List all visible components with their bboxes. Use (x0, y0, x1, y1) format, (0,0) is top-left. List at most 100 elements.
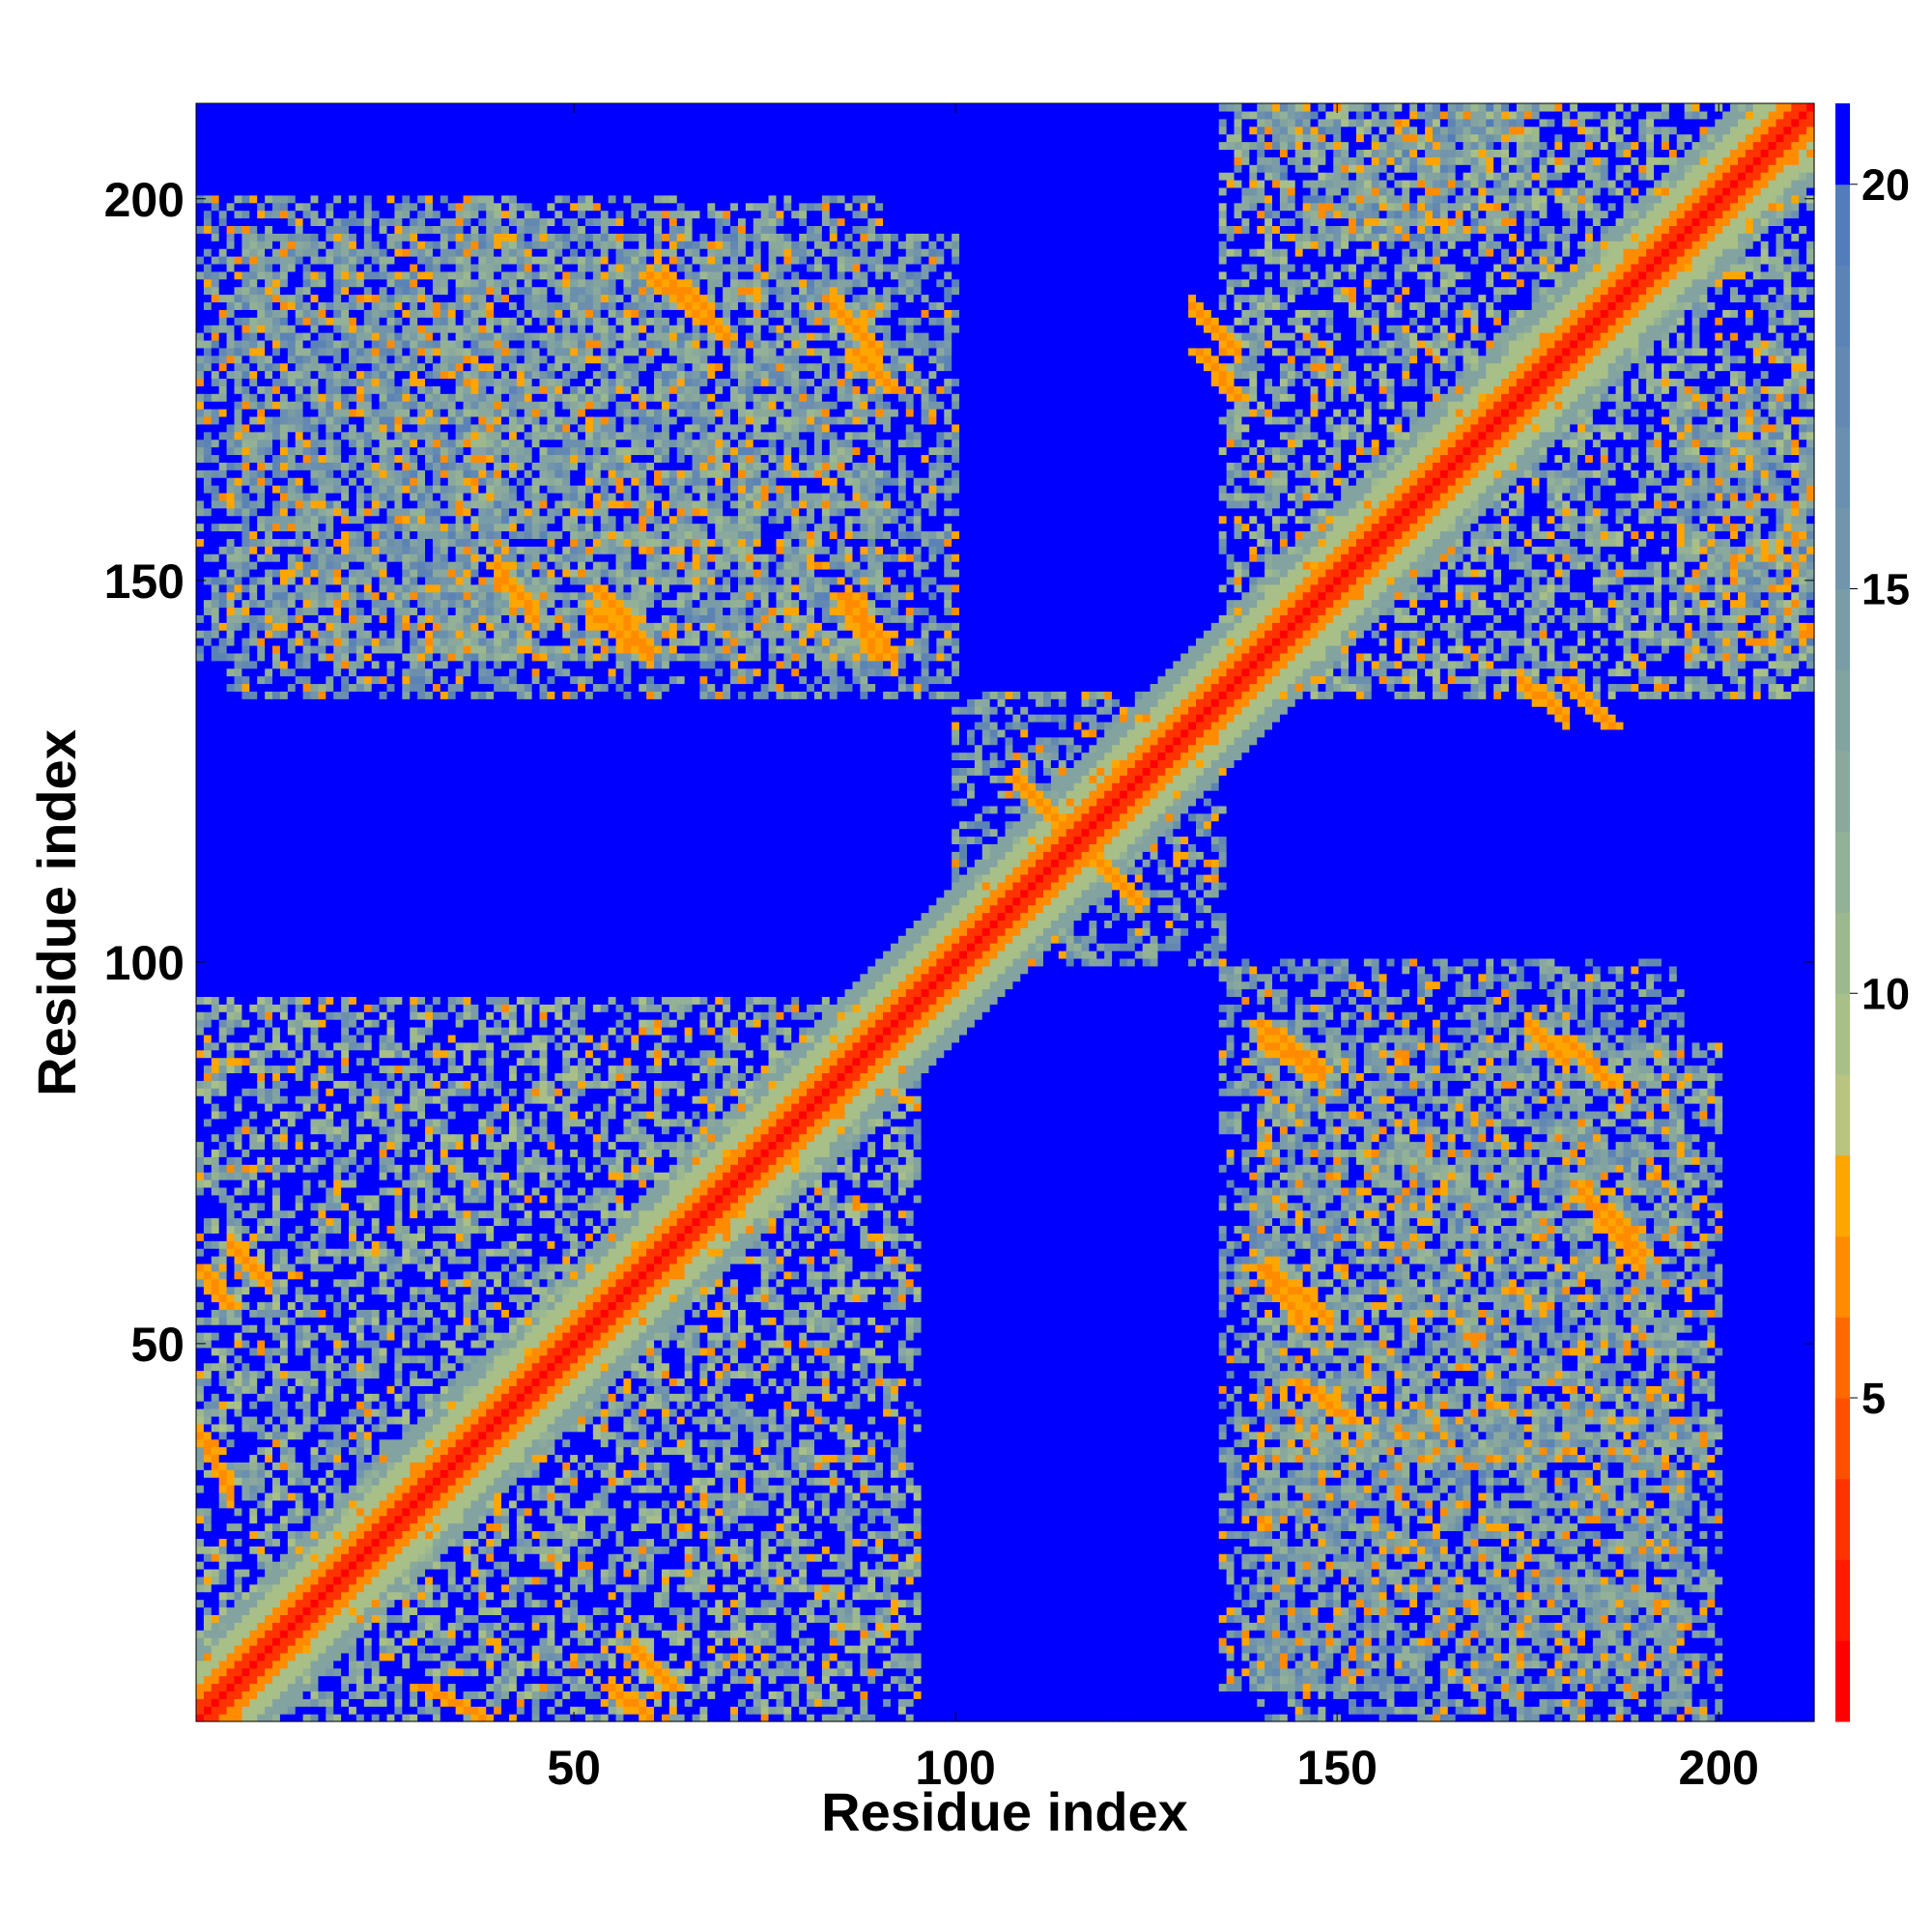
heatmap-cell (242, 1538, 250, 1547)
heatmap-cell (326, 1348, 334, 1356)
heatmap-cell (204, 1126, 213, 1135)
heatmap-cell (257, 798, 266, 807)
heatmap-cell (349, 1645, 357, 1654)
heatmap-cell (265, 1019, 273, 1028)
heatmap-cell (318, 279, 327, 288)
heatmap-cell (356, 1035, 365, 1043)
heatmap-cell (242, 325, 250, 333)
heatmap-cell (227, 951, 236, 959)
heatmap-cell (265, 1340, 273, 1349)
heatmap-cell (265, 1355, 273, 1364)
heatmap-cell (265, 524, 273, 532)
heatmap-cell (333, 829, 342, 838)
heatmap-cell (296, 1508, 304, 1517)
heatmap-cell (212, 1714, 220, 1722)
heatmap-cell (280, 1271, 289, 1280)
heatmap-cell (227, 1416, 236, 1425)
heatmap-cell (219, 500, 228, 509)
heatmap-cell (296, 371, 304, 380)
heatmap-cell (219, 1447, 228, 1456)
heatmap-cell (219, 996, 228, 1005)
heatmap-cell (318, 1195, 327, 1204)
heatmap-cell (303, 1019, 312, 1028)
heatmap-cell (204, 301, 213, 310)
heatmap-cell (318, 782, 327, 791)
heatmap-cell (364, 1264, 373, 1272)
heatmap-cell (296, 393, 304, 402)
heatmap-cell (219, 127, 228, 135)
heatmap-cell (296, 508, 304, 517)
heatmap-cell (257, 1072, 266, 1081)
heatmap-cell (219, 683, 228, 692)
heatmap-cell (349, 1240, 357, 1249)
heatmap-cell (280, 1569, 289, 1577)
heatmap-cell (364, 798, 373, 807)
heatmap-cell (227, 416, 236, 425)
heatmap-cell (272, 1676, 281, 1685)
heatmap-cell (242, 477, 250, 486)
heatmap-cell (333, 546, 342, 554)
heatmap-cell (341, 1401, 350, 1409)
heatmap-cell (326, 203, 334, 212)
heatmap-cell (249, 409, 258, 417)
heatmap-cell (272, 1142, 281, 1151)
heatmap-cell (311, 874, 320, 883)
heatmap-cell (349, 554, 357, 562)
heatmap-cell (356, 1294, 365, 1303)
heatmap-cell (356, 798, 365, 807)
heatmap-cell (265, 668, 273, 677)
heatmap-cell (196, 103, 205, 112)
heatmap-cell (326, 1622, 334, 1631)
heatmap-cell (212, 309, 220, 318)
heatmap-cell (265, 1469, 273, 1478)
heatmap-cell (364, 1530, 373, 1539)
heatmap-cell (242, 440, 250, 448)
heatmap-cell (235, 156, 243, 165)
heatmap-cell (333, 554, 342, 562)
heatmap-cell (280, 119, 289, 128)
heatmap-cell (280, 1149, 289, 1157)
heatmap-cell (318, 905, 327, 914)
heatmap-cell (227, 1119, 236, 1127)
heatmap-cell (356, 271, 365, 280)
heatmap-cell (272, 241, 281, 249)
heatmap-cell (341, 1614, 350, 1623)
heatmap-cell (257, 225, 266, 234)
heatmap-cell (296, 538, 304, 547)
heatmap-cell (242, 1447, 250, 1456)
heatmap-cell (249, 500, 258, 509)
heatmap-cell (341, 401, 350, 410)
heatmap-cell (364, 683, 373, 692)
heatmap-cell (303, 203, 312, 212)
heatmap-cell (242, 1416, 250, 1425)
heatmap-cell (303, 1714, 312, 1722)
heatmap-cell (249, 1439, 258, 1448)
heatmap-cell (288, 1385, 297, 1394)
heatmap-cell (311, 1630, 320, 1638)
heatmap-cell (326, 1492, 334, 1501)
heatmap-cell (326, 920, 334, 928)
heatmap-cell (318, 317, 327, 326)
heatmap-cell (303, 943, 312, 952)
heatmap-cell (235, 714, 243, 723)
heatmap-cell (341, 1233, 350, 1241)
heatmap-cell (318, 1508, 327, 1517)
heatmap-cell (318, 1218, 327, 1227)
heatmap-cell (249, 1287, 258, 1295)
heatmap-cell (227, 1614, 236, 1623)
heatmap-cell (326, 1065, 334, 1074)
heatmap-cell (272, 836, 281, 844)
heatmap-cell (349, 385, 357, 394)
heatmap-cell (235, 1706, 243, 1715)
heatmap-cell (242, 1630, 250, 1638)
heatmap-cell (242, 1553, 250, 1562)
heatmap-cell (288, 1004, 297, 1012)
heatmap-cell (311, 218, 320, 227)
heatmap-cell (242, 935, 250, 944)
heatmap-cell (349, 1676, 357, 1685)
heatmap-cell (212, 233, 220, 242)
heatmap-cell (318, 203, 327, 212)
heatmap-cell (303, 1179, 312, 1188)
heatmap-cell (341, 638, 350, 646)
heatmap-cell (249, 241, 258, 249)
